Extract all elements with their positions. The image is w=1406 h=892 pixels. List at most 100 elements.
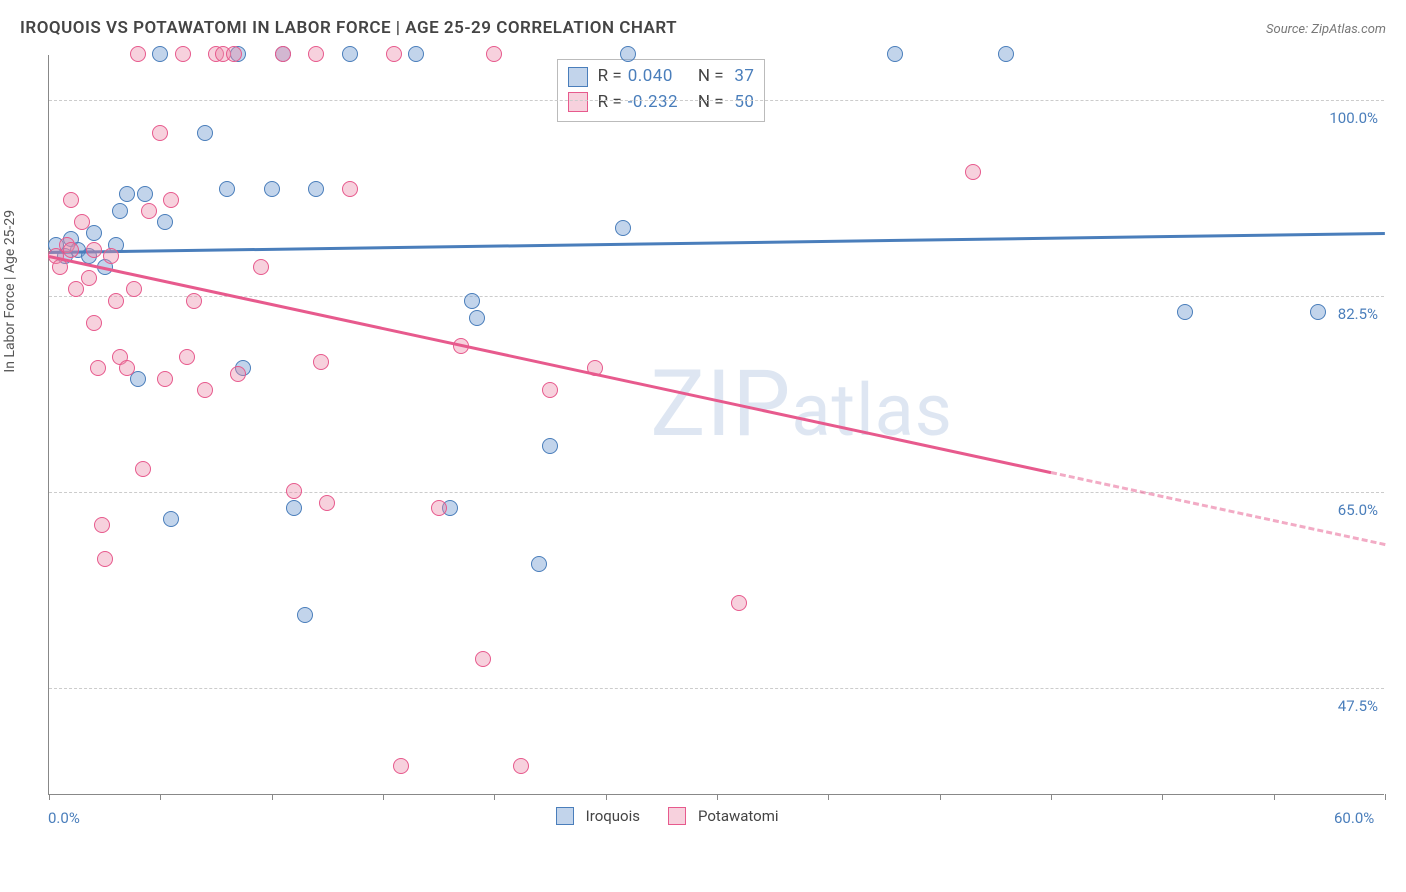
- y-tick-label: 65.0%: [1338, 501, 1378, 519]
- x-tick: [606, 794, 607, 800]
- x-axis-max-label: 60.0%: [1334, 809, 1374, 827]
- watermark-suffix: atlas: [791, 368, 953, 453]
- data-point: [81, 270, 97, 286]
- data-point: [108, 293, 124, 309]
- data-point: [408, 46, 424, 62]
- x-tick: [1162, 794, 1163, 800]
- data-point: [226, 46, 242, 62]
- trend-line: [1051, 471, 1386, 546]
- data-point: [126, 281, 142, 297]
- plot-area: ZIPatlas R = 0.040 N = 37R = -0.232 N = …: [48, 55, 1384, 795]
- data-point: [731, 595, 747, 611]
- x-tick: [828, 794, 829, 800]
- n-label: N =: [694, 64, 724, 90]
- data-point: [319, 495, 335, 511]
- data-point: [486, 46, 502, 62]
- x-tick: [494, 794, 495, 800]
- x-tick: [272, 794, 273, 800]
- data-point: [103, 248, 119, 264]
- data-point: [197, 125, 213, 141]
- trend-line: [49, 232, 1385, 254]
- r-label: R =: [598, 64, 622, 90]
- watermark-prefix: ZIP: [650, 351, 791, 458]
- data-point: [469, 310, 485, 326]
- r-value: 0.040: [628, 64, 688, 90]
- y-axis-label: In Labor Force | Age 25-29: [2, 210, 18, 373]
- data-point: [308, 181, 324, 197]
- series-legend: Iroquois Potawatomi: [556, 807, 779, 825]
- data-point: [86, 242, 102, 258]
- x-tick: [160, 794, 161, 800]
- gridline: [49, 688, 1384, 689]
- source-attribution: Source: ZipAtlas.com: [1266, 22, 1386, 37]
- data-point: [86, 315, 102, 331]
- data-point: [342, 46, 358, 62]
- gridline: [49, 296, 1384, 297]
- x-tick: [940, 794, 941, 800]
- data-point: [119, 186, 135, 202]
- data-point: [542, 382, 558, 398]
- r-value: -0.232: [628, 90, 688, 116]
- data-point: [1310, 304, 1326, 320]
- data-point: [620, 46, 636, 62]
- data-point: [230, 366, 246, 382]
- data-point: [157, 371, 173, 387]
- legend-swatch: [668, 807, 686, 825]
- data-point: [1177, 304, 1193, 320]
- chart-title: IROQUOIS VS POTAWATOMI IN LABOR FORCE | …: [20, 18, 677, 38]
- data-point: [175, 46, 191, 62]
- data-point: [313, 354, 329, 370]
- legend-item: Iroquois: [556, 807, 640, 825]
- data-point: [219, 181, 235, 197]
- x-tick: [383, 794, 384, 800]
- n-value: 50: [730, 90, 755, 116]
- x-tick: [1051, 794, 1052, 800]
- stats-legend: R = 0.040 N = 37R = -0.232 N = 50: [557, 59, 766, 122]
- legend-swatch: [568, 67, 588, 87]
- gridline: [49, 100, 1384, 101]
- data-point: [130, 46, 146, 62]
- x-tick: [49, 794, 50, 800]
- data-point: [286, 500, 302, 516]
- legend-label: Potawatomi: [698, 807, 779, 825]
- data-point: [137, 186, 153, 202]
- data-point: [542, 438, 558, 454]
- data-point: [90, 360, 106, 376]
- stats-row: R = -0.232 N = 50: [568, 90, 755, 116]
- data-point: [998, 46, 1014, 62]
- data-point: [94, 517, 110, 533]
- data-point: [965, 164, 981, 180]
- x-tick: [717, 794, 718, 800]
- data-point: [163, 192, 179, 208]
- data-point: [275, 46, 291, 62]
- data-point: [135, 461, 151, 477]
- stats-row: R = 0.040 N = 37: [568, 64, 755, 90]
- data-point: [157, 214, 173, 230]
- data-point: [152, 125, 168, 141]
- data-point: [74, 214, 90, 230]
- n-value: 37: [730, 64, 755, 90]
- data-point: [431, 500, 447, 516]
- data-point: [475, 651, 491, 667]
- data-point: [887, 46, 903, 62]
- data-point: [68, 281, 84, 297]
- data-point: [141, 203, 157, 219]
- legend-swatch: [556, 807, 574, 825]
- legend-label: Iroquois: [586, 807, 640, 825]
- data-point: [152, 46, 168, 62]
- data-point: [163, 511, 179, 527]
- data-point: [97, 551, 113, 567]
- data-point: [386, 46, 402, 62]
- data-point: [342, 181, 358, 197]
- data-point: [63, 242, 79, 258]
- correlation-chart: IROQUOIS VS POTAWATOMI IN LABOR FORCE | …: [0, 0, 1406, 892]
- y-tick-label: 100.0%: [1329, 109, 1378, 127]
- data-point: [286, 483, 302, 499]
- legend-swatch: [568, 92, 588, 112]
- data-point: [179, 349, 195, 365]
- data-point: [186, 293, 202, 309]
- data-point: [297, 607, 313, 623]
- y-tick-label: 47.5%: [1338, 697, 1378, 715]
- r-label: R =: [598, 90, 622, 116]
- n-label: N =: [694, 90, 724, 116]
